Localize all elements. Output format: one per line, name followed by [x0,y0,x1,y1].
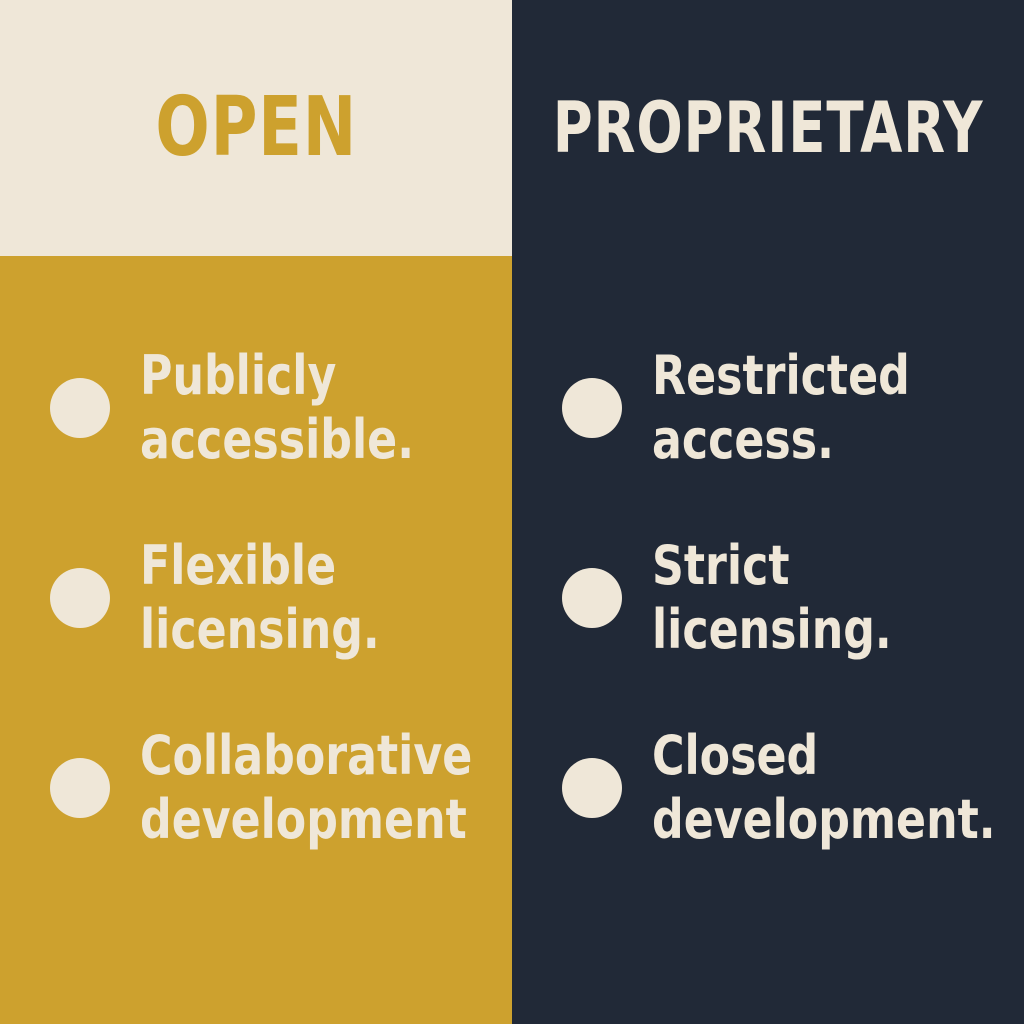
proprietary-item-line2: access. [652,408,834,471]
proprietary-column: Restricted access. Strict licensing. Clo… [512,256,1024,1024]
open-item-text: Flexible licensing. [140,534,380,662]
proprietary-list-item: Closed development. [562,724,1002,851]
open-item-text: Publicly accessible. [140,344,414,472]
open-title: OPEN [155,80,357,175]
open-list: Publicly accessible. Flexible licensing.… [0,256,512,1024]
open-column: Publicly accessible. Flexible licensing.… [0,256,512,1024]
proprietary-item-line1: Restricted [652,344,910,407]
proprietary-item-text: Closed development. [652,724,996,852]
open-item-line1: Publicly [140,344,337,407]
proprietary-list: Restricted access. Strict licensing. Clo… [512,256,1024,1024]
bullet-dot-icon [562,568,622,628]
open-item-line2: development [140,788,467,851]
proprietary-item-text: Strict licensing. [652,534,892,662]
bullet-dot-icon [50,568,110,628]
proprietary-title: PROPRIETARY [552,87,984,169]
proprietary-header: PROPRIETARY [512,0,1024,256]
open-header: OPEN [0,0,512,256]
bullet-dot-icon [562,378,622,438]
proprietary-item-line1: Strict [652,534,790,597]
proprietary-list-item: Restricted access. [562,344,1002,471]
proprietary-item-text: Restricted access. [652,344,910,472]
open-list-item: Publicly accessible. [50,344,490,471]
bullet-dot-icon [50,378,110,438]
proprietary-item-line1: Closed [652,724,819,787]
proprietary-list-item: Strict licensing. [562,534,1002,661]
open-list-item: Flexible licensing. [50,534,490,661]
open-item-line2: licensing. [140,598,380,661]
open-item-line1: Flexible [140,534,337,597]
open-item-text: Collaborative development [140,724,472,852]
open-list-item: Collaborative development [50,724,490,851]
open-item-line2: accessible. [140,408,415,471]
bullet-dot-icon [562,758,622,818]
open-item-line1: Collaborative [140,724,473,787]
proprietary-item-line2: licensing. [652,598,892,661]
proprietary-item-line2: development. [652,788,996,851]
bullet-dot-icon [50,758,110,818]
